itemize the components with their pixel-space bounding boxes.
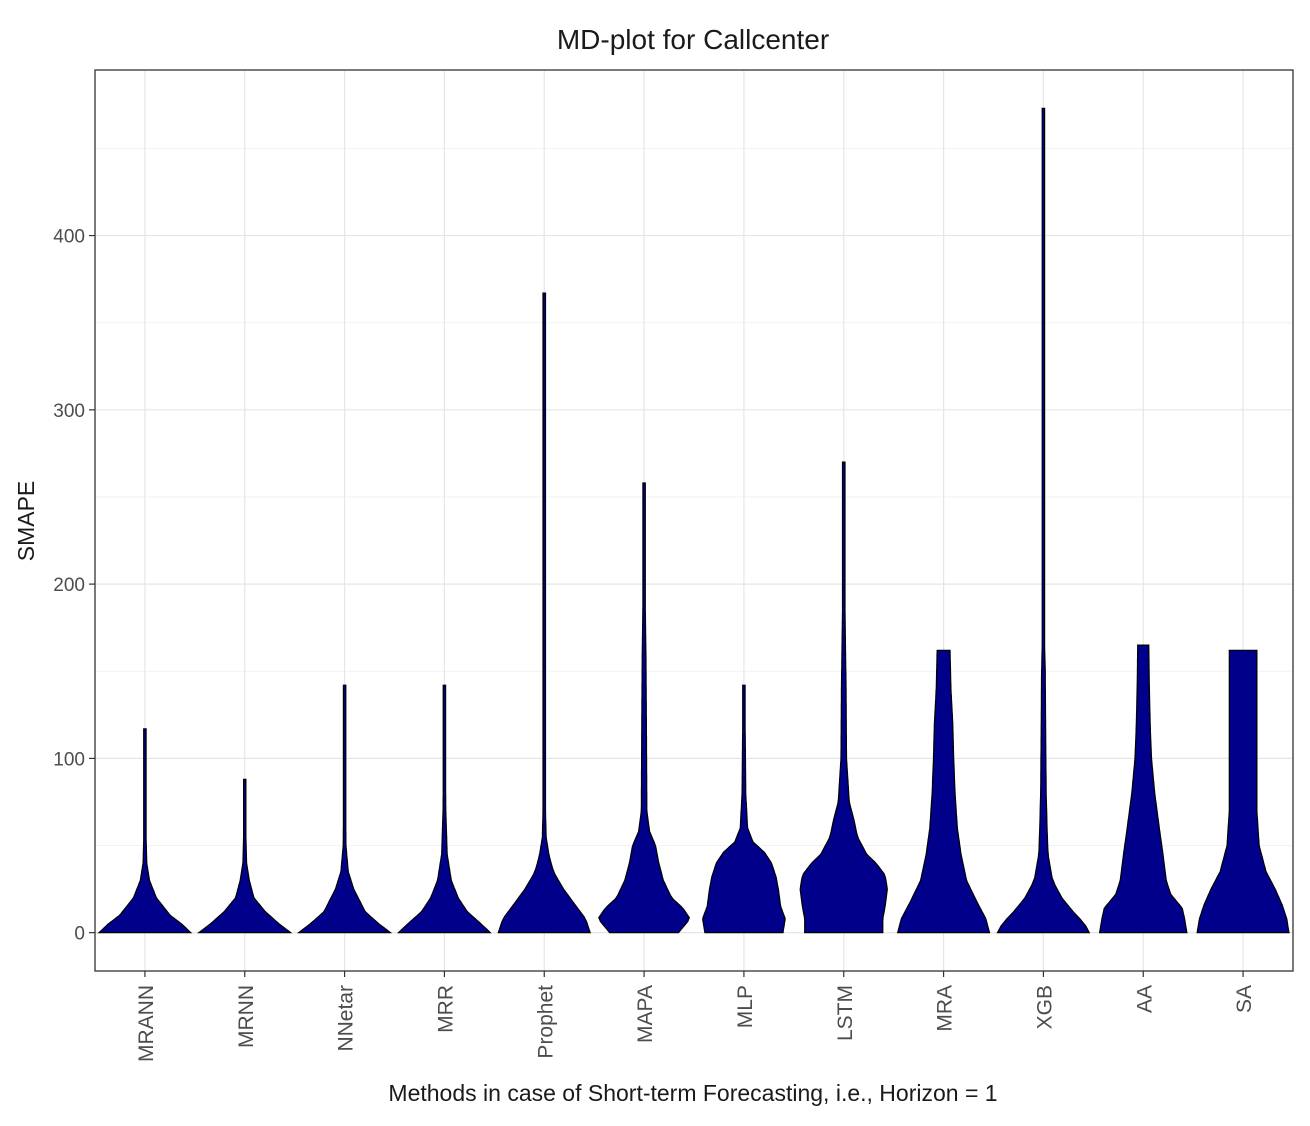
violin-mrann bbox=[97, 728, 193, 934]
violin-sa bbox=[1196, 649, 1290, 934]
x-tick-label-mlp: MLP bbox=[734, 985, 757, 1028]
chart-title: MD-plot for Callcenter bbox=[557, 24, 829, 55]
violin-xgb bbox=[996, 107, 1091, 934]
plot-border bbox=[94, 69, 1294, 972]
x-tick-label-xgb: XGB bbox=[1033, 985, 1056, 1029]
x-axis: MRANN MRNN NNetar MRR Prophet MAPA MLP LSTM MRA X… bbox=[135, 971, 1256, 1062]
x-tick-label-mrann: MRANN bbox=[135, 985, 158, 1062]
grid bbox=[95, 70, 1293, 971]
violin-mlp bbox=[702, 684, 786, 934]
y-tick-label: 300 bbox=[53, 401, 85, 422]
violin-mapa bbox=[598, 482, 690, 934]
x-tick-label-lstm: LSTM bbox=[834, 985, 857, 1041]
violin-mrr bbox=[397, 684, 492, 934]
violins bbox=[97, 107, 1290, 934]
y-tick-label: 200 bbox=[53, 575, 85, 596]
x-tick-label-mrr: MRR bbox=[434, 985, 457, 1033]
violin-prophet bbox=[497, 292, 592, 934]
y-tick-label: 0 bbox=[74, 924, 85, 945]
x-tick-label-mrnn: MRNN bbox=[235, 985, 258, 1048]
x-tick-label-sa: SA bbox=[1233, 985, 1256, 1013]
x-tick-label-prophet: Prophet bbox=[534, 985, 557, 1059]
x-axis-title: Methods in case of Short-term Forecastin… bbox=[388, 1080, 997, 1106]
x-tick-label-mra: MRA bbox=[934, 985, 957, 1032]
x-tick-label-mapa: MAPA bbox=[634, 985, 657, 1043]
y-axis: 0 100 200 300 400 bbox=[53, 227, 95, 945]
y-axis-title: SMAPE bbox=[13, 481, 39, 562]
y-tick-label: 400 bbox=[53, 227, 85, 248]
x-tick-label-nnetar: NNetar bbox=[335, 985, 358, 1052]
x-tick-label-aa: AA bbox=[1133, 985, 1156, 1013]
violin-aa bbox=[1098, 644, 1188, 934]
violin-nnetar bbox=[296, 684, 393, 934]
violin-mra bbox=[896, 649, 991, 934]
violin-mrnn bbox=[197, 778, 293, 934]
y-tick-label: 100 bbox=[53, 749, 85, 770]
violin-lstm bbox=[799, 461, 888, 934]
